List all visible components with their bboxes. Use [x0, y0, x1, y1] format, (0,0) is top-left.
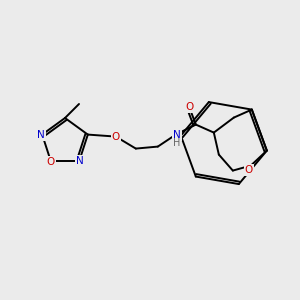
Text: O: O: [112, 132, 120, 142]
Text: N: N: [76, 156, 84, 167]
Text: O: O: [245, 165, 253, 175]
Text: N: N: [37, 130, 45, 140]
Text: N: N: [173, 130, 181, 140]
Text: O: O: [47, 158, 55, 167]
Text: H: H: [173, 138, 181, 148]
Text: O: O: [186, 102, 194, 112]
